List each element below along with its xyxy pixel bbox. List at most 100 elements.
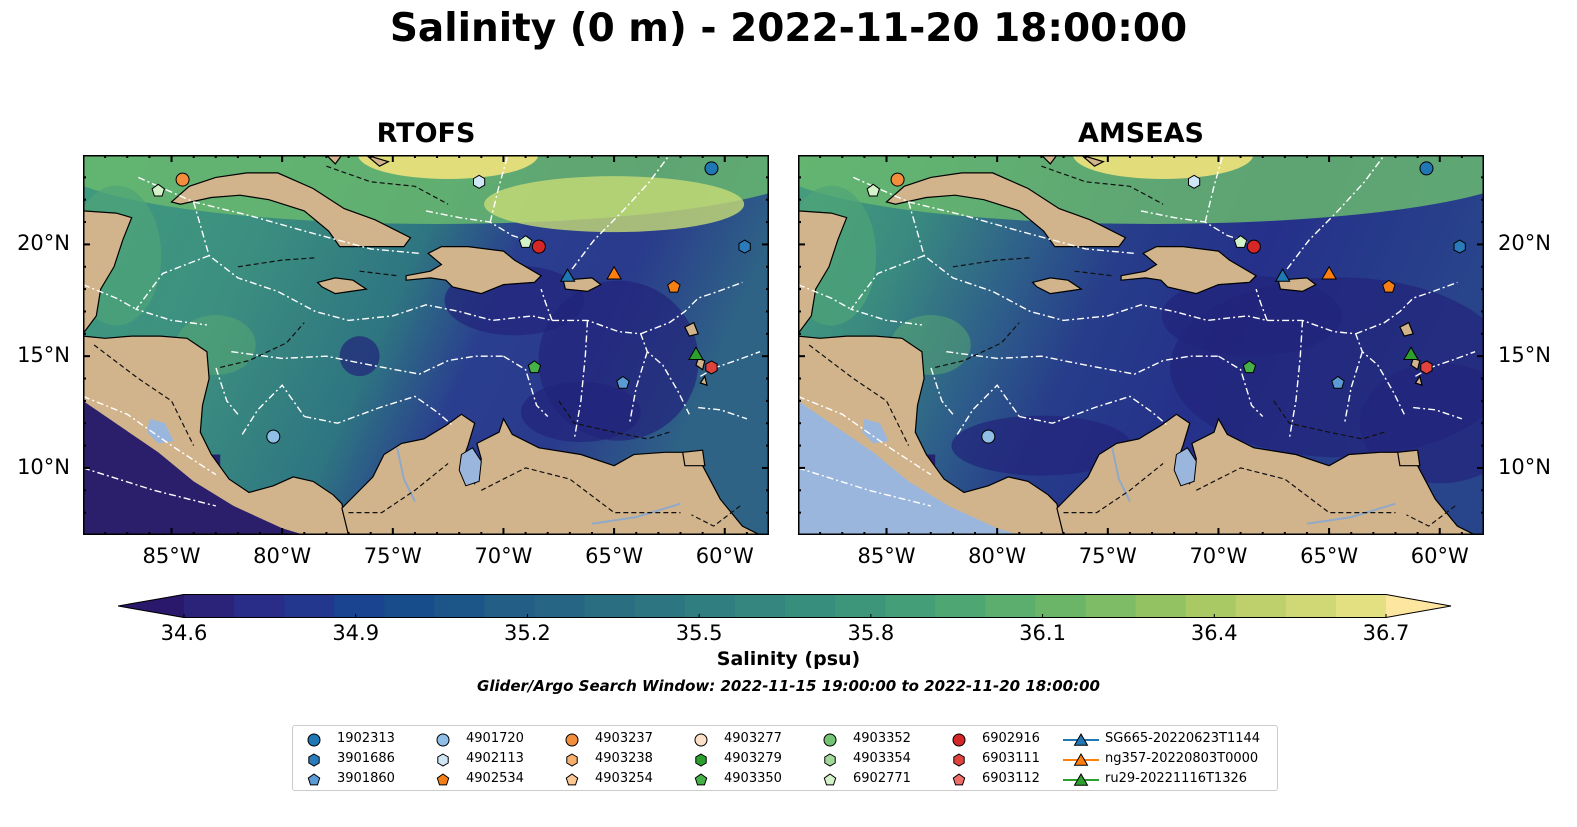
legend-label: 4903352 [853,731,911,746]
legend-label: SG665-20220623T1144 [1105,731,1261,746]
legend-label: 6902771 [853,771,911,786]
panel-title-rtofs: RTOFS [376,118,476,149]
legend-label: 1902313 [337,731,395,746]
legend-label: 6903111 [982,751,1040,766]
legend-marker-icon [694,733,708,747]
colorbar-graphic [117,594,1452,618]
legend-marker-icon [307,773,321,786]
platform-marker-4903350[interactable] [527,360,542,374]
platform-marker-6903111[interactable] [1420,360,1433,375]
legend-marker-icon [566,753,578,767]
lat-tick-right-0: 20°N [1498,231,1551,256]
lat-tick-left-0: 20°N [17,231,70,256]
platform-marker-3901860[interactable] [616,375,630,389]
map-amseas[interactable] [798,155,1484,535]
legend-label: 4903237 [595,731,653,746]
legend-marker-icon [308,753,320,767]
legend-label: 4903254 [595,771,653,786]
platform-marker-6903111[interactable] [705,360,718,375]
legend-label: 3901686 [337,751,395,766]
platform-marker-4902534[interactable] [667,279,681,293]
legend-marker-icon [952,733,966,747]
legend-label: 4903350 [724,771,782,786]
lat-tick-left-1: 15°N [17,343,70,368]
colorbar [117,594,1452,618]
legend-marker-icon [436,733,450,747]
lon-tick-label-1-2: 75°W [1078,544,1137,568]
lon-tick-label-0-1: 80°W [253,544,312,568]
figure-title: Salinity (0 m) - 2022-11-20 18:00:00 [389,6,1188,51]
legend-marker-icon [1063,773,1099,786]
legend-label: 4903354 [853,751,911,766]
platform-marker-ng357[interactable] [606,265,622,280]
legend-label: 6903112 [982,771,1040,786]
legend-label: 4903277 [724,731,782,746]
legend-marker-icon [824,753,836,767]
lon-tick-label-1-5: 60°W [1410,544,1469,568]
platform-marker-4902113[interactable] [473,174,486,189]
legend-marker-icon [1063,733,1099,746]
platform-marker-4903237[interactable] [175,172,190,187]
platform-marker-3901686[interactable] [1453,239,1466,254]
colorbar-tick-label: 36.7 [1362,621,1410,645]
legend-label: 4903279 [724,751,782,766]
legend-marker-icon [436,773,450,786]
colorbar-tick-label: 36.1 [1019,621,1066,645]
legend-label: 4902534 [466,771,524,786]
platform-marker-3901686[interactable] [738,239,751,254]
platform-marker-6902916[interactable] [1246,239,1261,254]
platform-marker-6902771[interactable] [1233,235,1248,248]
colorbar-tick-label: 34.9 [332,621,380,645]
map-rtofs[interactable] [83,155,769,535]
platform-marker-4903350[interactable] [1242,360,1257,374]
legend-marker-icon [953,753,965,767]
platform-marker-6902771b[interactable] [151,183,165,197]
lon-tick-label-0-5: 60°W [695,544,754,568]
amseas-map-svg [798,155,1484,535]
colorbar-tick-label: 36.4 [1190,621,1238,645]
legend-label: ng357-20220803T0000 [1105,751,1259,766]
platform-marker-SG665[interactable] [1274,268,1291,282]
lon-tick-label-1-3: 70°W [1189,544,1248,568]
legend-label: 4902113 [466,751,524,766]
platform-marker-4902113[interactable] [1188,174,1201,189]
platform-marker-3901860[interactable] [1331,375,1345,389]
platform-marker-4901720[interactable] [981,429,996,444]
legend: 1902313 3901686 3901860 4901720 4902113 49025… [292,725,1278,791]
lon-tick-label-0-3: 70°W [474,544,533,568]
lon-tick-label-1-4: 65°W [1300,544,1359,568]
lat-tick-left-2: 10°N [17,454,70,479]
search-window-caption: Glider/Argo Search Window: 2022-11-15 19… [477,677,1100,695]
legend-marker-icon [823,733,837,747]
colorbar-tick-label: 35.5 [675,621,723,645]
lon-tick-label-0-2: 75°W [363,544,422,568]
platform-marker-ru29[interactable] [1403,346,1419,360]
legend-label: 6902916 [982,731,1040,746]
lat-tick-right-2: 10°N [1498,454,1551,479]
rtofs-map-svg [83,155,769,535]
legend-marker-icon [695,753,707,767]
platform-marker-4903237[interactable] [890,172,905,187]
legend-marker-icon [1063,753,1099,766]
colorbar-tick-label: 35.2 [504,621,551,645]
frame-ticks [798,155,1484,535]
platform-marker-6902771b[interactable] [866,183,880,197]
platform-marker-ru29[interactable] [688,346,704,360]
platform-marker-6902771[interactable] [518,235,533,248]
platform-marker-4901720[interactable] [266,429,281,444]
platform-marker-4902534[interactable] [1382,279,1396,293]
legend-marker-icon [565,773,579,786]
platform-marker-1902313[interactable] [1419,161,1434,176]
platform-marker-6902916[interactable] [531,239,546,254]
platform-marker-SG665[interactable] [559,268,576,282]
legend-marker-icon [565,733,579,747]
legend-label: ru29-20221116T1326 [1105,771,1248,786]
platform-marker-ng357[interactable] [1321,265,1337,280]
legend-label: 4901720 [466,731,524,746]
lon-tick-label-0-4: 65°W [585,544,644,568]
platform-marker-1902313[interactable] [704,161,719,176]
frame-ticks [83,155,769,535]
legend-marker-icon [694,773,708,786]
lat-tick-right-1: 15°N [1498,343,1551,368]
lon-tick-label-1-0: 85°W [857,544,916,568]
